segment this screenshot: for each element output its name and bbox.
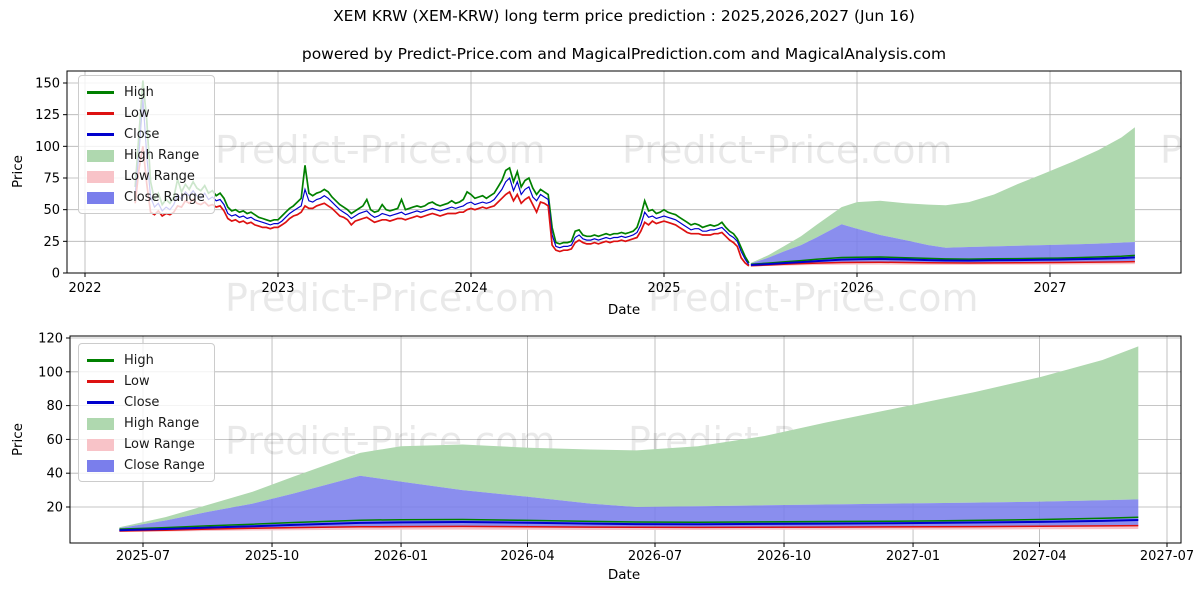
- legend-item-high-range: High Range: [87, 413, 206, 434]
- watermark-text: Predict-Price.com: [1160, 128, 1200, 172]
- bottom-chart-ylabel: Price: [10, 423, 26, 457]
- top-chart-xlabel: Date: [607, 302, 641, 318]
- low-range-swatch: [87, 438, 114, 451]
- x-tick-label: 2022: [68, 281, 101, 296]
- historical-close-line: [134, 98, 750, 266]
- y-tick-label: 75: [43, 171, 60, 186]
- low-range-swatch: [87, 170, 114, 183]
- legend-item-low-range: Low Range: [87, 166, 206, 187]
- legend-item-low-range: Low Range: [87, 434, 206, 455]
- plot-frame: [66, 70, 1182, 274]
- x-tick-label: 2026-07: [628, 549, 682, 564]
- watermark-text: Predict-Price.com: [648, 276, 979, 320]
- legend-item-low: Low: [87, 371, 206, 392]
- legend-label: Low: [124, 106, 150, 121]
- y-tick-label: 125: [35, 108, 60, 123]
- legend-item-close-range: Close Range: [87, 455, 206, 476]
- y-tick-label: 100: [38, 365, 63, 380]
- bottom-chart-xlabel: Date: [607, 567, 641, 583]
- x-tick-label: 2025-07: [116, 549, 170, 564]
- historical-high-line: [134, 80, 750, 264]
- low-line-swatch: [87, 112, 114, 115]
- y-tick-label: 100: [35, 140, 60, 155]
- y-tick-label: 150: [35, 76, 60, 91]
- close-range-swatch: [87, 191, 114, 204]
- x-tick-label: 2027-01: [886, 549, 940, 564]
- legend-label: Close Range: [124, 458, 205, 473]
- x-tick-label: 2025: [647, 281, 680, 296]
- x-tick-label: 2027-07: [1140, 549, 1194, 564]
- close-range-fill: [750, 224, 1135, 266]
- top-chart-ylabel: Price: [10, 155, 26, 189]
- figure-subtitle: powered by Predict-Price.com and Magical…: [301, 45, 947, 63]
- watermark-layer: Predict-Price.com Predict-Price.com Predic…: [215, 128, 1200, 172]
- legend-item-close: Close: [87, 124, 206, 145]
- legend-label: High: [124, 85, 154, 100]
- top-chart-legend: High Low Close High Range Low Range Clos…: [78, 75, 215, 214]
- watermark-text: Predict-Price.com: [225, 276, 556, 320]
- x-tick-label: 2023: [261, 281, 294, 296]
- x-tick-label: 2026: [840, 281, 873, 296]
- watermark-text: Predict-Price.com: [622, 128, 953, 172]
- y-tick-label: 80: [46, 399, 63, 414]
- legend-label: Low Range: [124, 169, 195, 184]
- forecast-close-line: [119, 519, 1139, 532]
- y-tick-label: 60: [46, 433, 63, 448]
- x-tick-label: 2024: [454, 281, 487, 296]
- high-range-swatch: [87, 149, 114, 162]
- top-chart: Predict-Price.com Predict-Price.com Predic…: [35, 70, 1200, 296]
- high-range-fill: [750, 127, 1135, 264]
- historical-low-line: [134, 146, 750, 267]
- x-tick-label: 2026-01: [374, 549, 428, 564]
- low-line-swatch: [87, 380, 114, 383]
- legend-item-close: Close: [87, 392, 206, 413]
- legend-label: Close: [124, 395, 160, 410]
- close-range-swatch: [87, 459, 114, 472]
- y-tick-label: 20: [46, 501, 63, 516]
- legend-label: Close: [124, 127, 160, 142]
- forecast-high-line: [119, 516, 1139, 530]
- y-tick-label: 25: [43, 235, 60, 250]
- legend-label: High Range: [124, 416, 200, 431]
- x-tick-label: 2027: [1033, 281, 1066, 296]
- legend-label: High: [124, 353, 154, 368]
- watermark-text: Predict-Price.com: [215, 128, 546, 172]
- forecast-low-line: [119, 524, 1139, 532]
- high-range-fill: [119, 346, 1139, 529]
- close-range-fill: [119, 475, 1139, 531]
- figure-title: XEM KRW (XEM-KRW) long term price predic…: [333, 7, 915, 25]
- y-tick-label: 0: [52, 267, 60, 282]
- high-line-swatch: [87, 359, 114, 362]
- y-tick-label: 120: [38, 332, 63, 347]
- x-tick-label: 2027-04: [1012, 549, 1066, 564]
- legend-item-close-range: Close Range: [87, 187, 206, 208]
- x-tick-label: 2026-10: [757, 549, 811, 564]
- forecast-close-line: [750, 256, 1135, 266]
- data-layer: [134, 80, 1135, 267]
- x-tick-label: 2025-10: [245, 549, 299, 564]
- legend-label: High Range: [124, 148, 200, 163]
- legend-label: Low: [124, 374, 150, 389]
- high-line-swatch: [87, 91, 114, 94]
- data-layer: [119, 346, 1139, 532]
- forecast-low-line: [750, 260, 1135, 267]
- high-range-swatch: [87, 417, 114, 430]
- legend-item-high: High: [87, 82, 206, 103]
- legend-label: Low Range: [124, 437, 195, 452]
- y-tick-label: 50: [43, 203, 60, 218]
- legend-item-high: High: [87, 350, 206, 371]
- x-tick-label: 2026-04: [500, 549, 554, 564]
- close-line-swatch: [87, 401, 114, 404]
- legend-label: Close Range: [124, 190, 205, 205]
- forecast-high-line: [750, 254, 1135, 266]
- y-tick-label: 40: [46, 467, 63, 482]
- legend-item-high-range: High Range: [87, 145, 206, 166]
- bottom-chart: Predict-Price.comPredict-Price.com2025-0…: [38, 332, 1194, 565]
- legend-item-low: Low: [87, 103, 206, 124]
- close-line-swatch: [87, 133, 114, 136]
- bottom-chart-legend: High Low Close High Range Low Range Clos…: [78, 343, 215, 482]
